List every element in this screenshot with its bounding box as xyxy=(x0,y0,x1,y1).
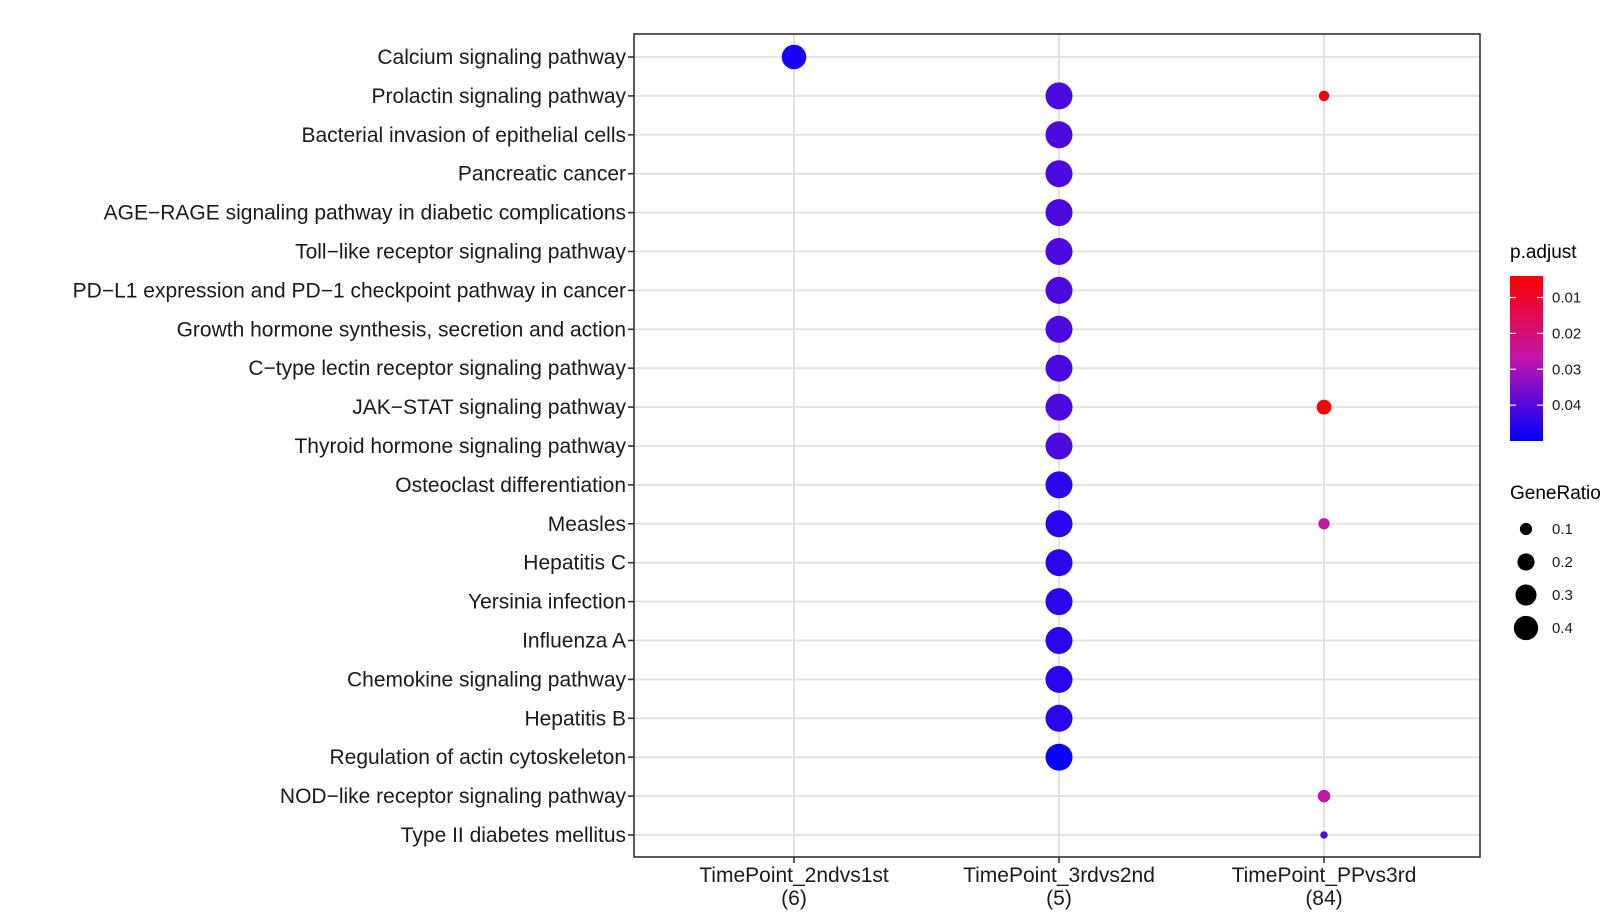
y-tick-label: Measles xyxy=(548,513,626,536)
size-legend-label: 0.1 xyxy=(1552,521,1573,538)
data-point xyxy=(1045,160,1073,188)
data-point xyxy=(1045,627,1073,654)
y-tick-label: C−type lectin receptor signaling pathway xyxy=(248,357,626,380)
x-tick-label: TimePoint_2ndvs1st xyxy=(699,864,889,887)
data-point xyxy=(1045,393,1073,421)
color-legend: p.adjust 0.01 0.02 0.03 0.04 xyxy=(1510,242,1581,441)
size-legend-items: 0.1 0.2 0.3 0.4 xyxy=(1513,521,1573,641)
x-tick-count: (5) xyxy=(1046,887,1072,910)
data-point xyxy=(1045,432,1073,460)
data-point xyxy=(1045,665,1073,693)
y-tick-label: Hepatitis B xyxy=(524,707,626,730)
y-tick-label: Osteoclast differentiation xyxy=(395,474,626,497)
data-point xyxy=(1045,549,1073,577)
size-legend-key xyxy=(1515,584,1537,606)
y-tick-label: Toll−like receptor signaling pathway xyxy=(295,241,626,264)
y-tick-label: Regulation of actin cytoskeleton xyxy=(329,746,626,769)
y-axis: Calcium signaling pathway Prolactin signa… xyxy=(73,46,634,847)
data-point xyxy=(1045,276,1073,304)
data-point xyxy=(781,44,807,70)
size-legend-key xyxy=(1519,522,1533,536)
size-legend-label: 0.2 xyxy=(1552,554,1573,571)
color-legend-bar xyxy=(1510,276,1543,441)
y-tick-label: NOD−like receptor signaling pathway xyxy=(280,785,627,808)
data-point xyxy=(1045,199,1073,227)
y-tick-label: Bacterial invasion of epithelial cells xyxy=(301,124,626,147)
x-tick-label: TimePoint_3rdvs2nd xyxy=(963,864,1155,887)
y-tick-label: Prolactin signaling pathway xyxy=(372,85,627,108)
data-point xyxy=(1316,399,1332,415)
data-point xyxy=(1045,315,1073,343)
y-tick-label: Thyroid hormone signaling pathway xyxy=(294,435,626,458)
size-legend-label: 0.3 xyxy=(1552,587,1573,604)
data-point xyxy=(1318,518,1330,530)
x-tick-count: (84) xyxy=(1305,887,1342,910)
data-points xyxy=(781,44,1332,839)
y-tick-label: AGE−RAGE signaling pathway in diabetic c… xyxy=(104,202,626,225)
data-point xyxy=(1045,471,1073,499)
data-point xyxy=(1045,354,1073,382)
color-legend-label: 0.04 xyxy=(1552,397,1581,414)
data-point xyxy=(1317,789,1331,803)
data-point xyxy=(1045,588,1073,616)
x-tick-count: (6) xyxy=(781,887,807,910)
data-point xyxy=(1045,82,1073,110)
data-point xyxy=(1320,831,1328,839)
data-point xyxy=(1045,238,1073,265)
data-point xyxy=(1318,90,1330,102)
y-tick-label: Chemokine signaling pathway xyxy=(347,668,626,691)
y-tick-label: Calcium signaling pathway xyxy=(377,46,626,69)
data-point xyxy=(1045,121,1073,149)
size-legend-label: 0.4 xyxy=(1552,620,1573,637)
y-tick-label: PD−L1 expression and PD−1 checkpoint pat… xyxy=(73,279,626,302)
size-legend-key xyxy=(1517,553,1535,571)
x-tick-label: TimePoint_PPvs3rd xyxy=(1232,864,1417,887)
color-legend-title: p.adjust xyxy=(1510,242,1577,263)
data-point xyxy=(1045,510,1073,538)
y-tick-label: Pancreatic cancer xyxy=(458,163,626,186)
size-legend: GeneRatio 0.1 0.2 0.3 0.4 xyxy=(1510,483,1601,641)
data-point xyxy=(1045,743,1073,771)
size-legend-key xyxy=(1513,615,1539,641)
y-tick-label: Type II diabetes mellitus xyxy=(401,824,626,847)
y-tick-label: Hepatitis C xyxy=(523,552,626,575)
y-tick-label: Influenza A xyxy=(522,630,626,653)
y-tick-label: Yersinia infection xyxy=(468,591,626,614)
y-tick-label: JAK−STAT signaling pathway xyxy=(352,396,626,419)
color-legend-label: 0.02 xyxy=(1552,325,1581,342)
y-tick-label: Growth hormone synthesis, secretion and … xyxy=(177,318,626,341)
color-legend-label: 0.03 xyxy=(1552,361,1581,378)
x-axis: TimePoint_2ndvs1st(6)TimePoint_3rdvs2nd(… xyxy=(699,857,1416,910)
color-legend-ticks: 0.01 0.02 0.03 0.04 xyxy=(1510,290,1581,414)
data-point xyxy=(1045,704,1073,732)
color-legend-label: 0.01 xyxy=(1552,290,1581,307)
size-legend-title: GeneRatio xyxy=(1510,483,1601,504)
